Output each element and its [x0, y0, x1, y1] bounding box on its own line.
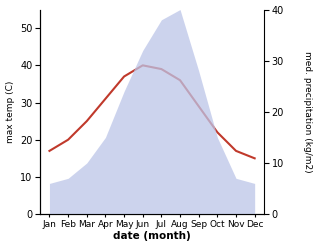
- X-axis label: date (month): date (month): [113, 231, 191, 242]
- Y-axis label: max temp (C): max temp (C): [5, 81, 15, 143]
- Y-axis label: med. precipitation (kg/m2): med. precipitation (kg/m2): [303, 51, 313, 173]
